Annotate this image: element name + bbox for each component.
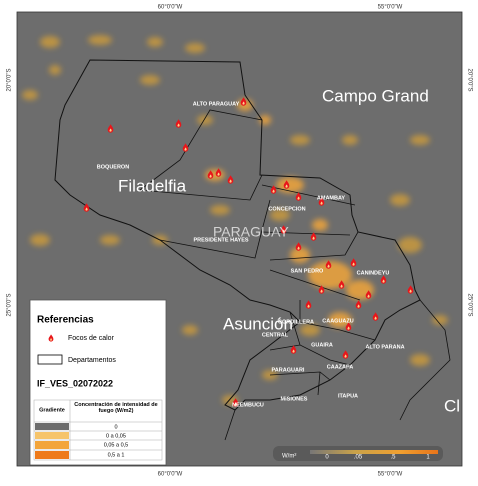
place-label: PARAGUAY	[213, 224, 289, 240]
table-cell: 0 a 0,05	[106, 433, 126, 439]
table-cell: 0,5 a 1	[108, 452, 125, 458]
department-label: CONCEPCION	[268, 206, 305, 212]
coord-label: 55°0'0"W	[378, 472, 403, 478]
department-label: CANINDEYU	[357, 270, 390, 276]
department-label: PARAGUARI	[272, 367, 305, 373]
department-label: SAN PEDRO	[291, 268, 324, 274]
department-label: NEEMBUCU	[232, 402, 264, 408]
colorbar: W/m² 0 .05 .5 1	[273, 446, 443, 461]
place-label: Asunción	[223, 314, 293, 333]
department-label: CENTRAL	[262, 332, 289, 338]
department-label: ALTO PARAGUAY	[193, 101, 240, 107]
department-label: CAAGUAZU	[322, 318, 353, 324]
place-label: Campo Grand	[322, 86, 429, 105]
coord-label: 20°0'0"S	[7, 68, 13, 91]
table-cell: 0,05 a 0,5	[104, 442, 128, 448]
legend-item: Focos de calor	[68, 335, 115, 342]
department-label: CAAZAPA	[327, 364, 354, 370]
table-cell: 0	[114, 424, 117, 430]
department-label: ALTO PARANA	[365, 344, 404, 350]
map-border	[16, 11, 463, 467]
legend-title: Referencias	[37, 315, 94, 326]
coord-label: 25°0'0"S	[466, 293, 472, 316]
coord-label: 60°0'0"W	[158, 5, 183, 11]
department-label: AMAMBAY	[317, 195, 346, 201]
colorbar-tick: .5	[390, 455, 396, 461]
country-border	[54, 59, 421, 411]
place-label: Filadelfia	[118, 176, 187, 195]
table-header: Concentración de intensidad de fuego (W/…	[74, 402, 158, 414]
department-label: PRESIDENTE HAYES	[193, 237, 248, 243]
legend: Referencias Focos de calor Departamentos…	[29, 299, 167, 466]
coord-label: 60°0'0"W	[158, 472, 183, 478]
colorbar-title: W/m²	[282, 454, 296, 460]
table-header: Gradiente	[39, 407, 65, 413]
department-label: BOQUERON	[97, 164, 129, 170]
colorbar-tick: .05	[354, 455, 363, 461]
department-label: GUAIRA	[311, 342, 333, 348]
layer-name: IF_VES_02072022	[37, 378, 113, 388]
department-label: ITAPUA	[338, 393, 358, 399]
coord-label: 20°0'0"S	[466, 68, 472, 91]
department-label: MISIONES	[281, 396, 308, 402]
colorbar-tick: 0	[325, 455, 329, 461]
place-label: Cl	[444, 396, 460, 415]
department-borders	[139, 109, 451, 441]
department-label: CORDILLERA	[278, 319, 314, 325]
colorbar-tick: 1	[426, 455, 430, 461]
legend-item: Departamentos	[68, 357, 116, 364]
coord-label: 25°0'0"S	[7, 293, 13, 316]
coord-label: 55°0'0"W	[378, 5, 403, 11]
